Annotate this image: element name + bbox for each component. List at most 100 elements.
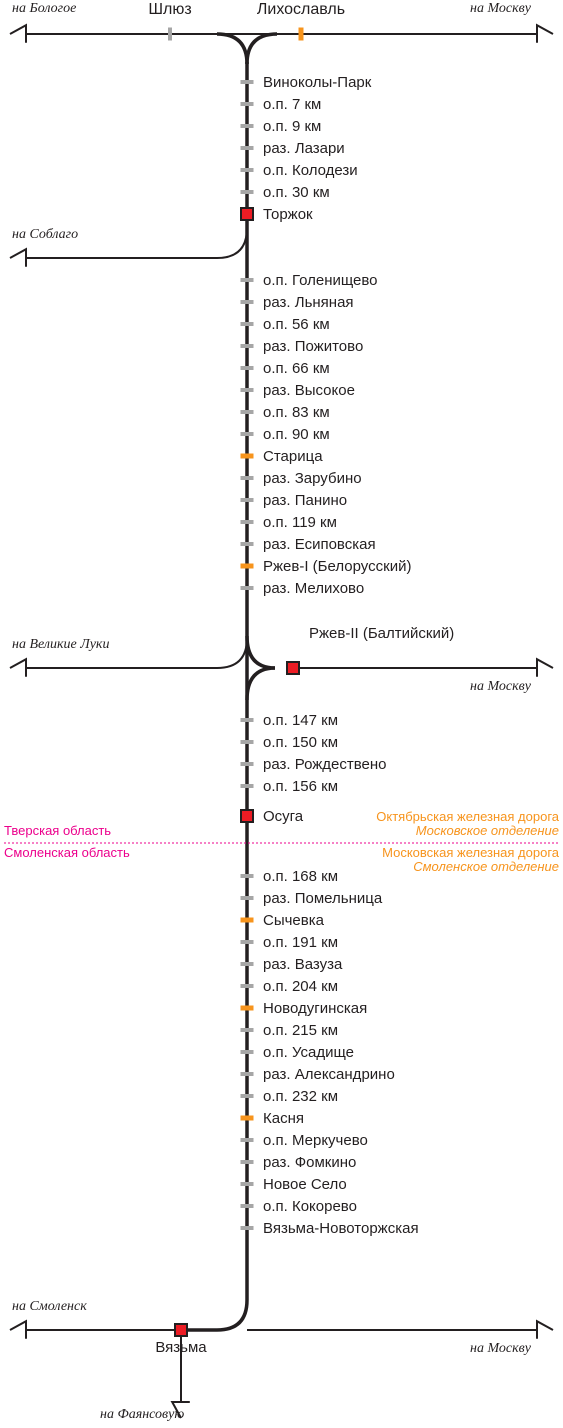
station-label: раз. Помельница [263, 890, 383, 907]
station-marker [241, 1072, 254, 1076]
station-marker [241, 1160, 254, 1164]
station-label: о.п. 232 км [263, 1088, 338, 1105]
station-label: раз. Зарубино [263, 470, 362, 487]
rzhev-curve-out [247, 668, 275, 700]
station-marker [241, 344, 254, 348]
station-label: Новодугинская [263, 1000, 367, 1017]
station-marker [241, 1226, 254, 1230]
station-label: о.п. 7 км [263, 96, 321, 113]
station-label: раз. Вазуза [263, 956, 343, 973]
station-label: Вязьма-Новоторжская [263, 1220, 419, 1237]
station-marker [241, 454, 254, 459]
station-marker [241, 874, 254, 878]
station-marker [241, 784, 254, 788]
station-marker [299, 28, 304, 41]
dest-label: на Великие Луки [12, 637, 109, 652]
top-curve-right [247, 34, 277, 64]
station-marker [241, 1050, 254, 1054]
station-label: о.п. Кокорево [263, 1198, 357, 1215]
arrow-head [10, 25, 26, 43]
station-marker [241, 718, 254, 722]
station-marker [241, 102, 254, 106]
station-marker [241, 80, 254, 84]
station-marker [241, 1028, 254, 1032]
station-label: о.п. 156 км [263, 778, 338, 795]
station-label: раз. Лазари [263, 140, 345, 157]
major-station-marker [287, 662, 299, 674]
station-marker [241, 498, 254, 502]
station-marker [241, 124, 254, 128]
arrow-head [537, 659, 553, 677]
arrow-head [10, 659, 26, 677]
station-label: Ржев-II (Балтийский) [309, 625, 454, 642]
station-label: Виноколы-Парк [263, 74, 372, 91]
station-label: Новое Село [263, 1176, 347, 1193]
station-marker [241, 278, 254, 282]
region-label: Смоленская область [4, 845, 130, 860]
station-marker [241, 190, 254, 194]
station-label: о.п. Меркучево [263, 1132, 368, 1149]
station-label: раз. Есиповская [263, 536, 376, 553]
station-label: о.п. 191 км [263, 934, 338, 951]
station-marker [241, 740, 254, 744]
dest-label: на Москву [470, 679, 532, 694]
railway-label: Октябрьская железная дорога [376, 809, 560, 824]
station-label: Вязьма [155, 1339, 207, 1356]
station-marker [241, 1116, 254, 1121]
station-label: раз. Льняная [263, 294, 354, 311]
region-label: Тверская область [4, 823, 111, 838]
dest-label: на Соблаго [12, 227, 78, 242]
station-marker [241, 410, 254, 414]
station-label: о.п. 147 км [263, 712, 338, 729]
station-marker [241, 940, 254, 944]
station-label: о.п. 66 км [263, 360, 330, 377]
station-marker [241, 564, 254, 569]
station-label: Осуга [263, 808, 304, 825]
major-station-marker [241, 208, 253, 220]
station-label: раз. Александрино [263, 1066, 395, 1083]
major-station-marker [175, 1324, 187, 1336]
station-marker [241, 168, 254, 172]
railway-diagram: Шлюз Лихославль на Бологое на Москву на Собл… [0, 0, 563, 1428]
dest-label: на Москву [470, 1, 532, 16]
railway-label: Московское отделение [416, 823, 559, 838]
top-curve-left [217, 34, 247, 64]
station-label: о.п. 119 км [263, 514, 337, 531]
dest-label: на Бологое [12, 1, 76, 16]
rzhev-curve-in [247, 636, 275, 668]
station-label: о.п. 168 км [263, 868, 338, 885]
station-label: раз. Пожитово [263, 338, 363, 355]
railway-label: Московская железная дорога [382, 845, 560, 860]
arrow-head [537, 25, 553, 43]
station-marker [241, 476, 254, 480]
station-marker [241, 1182, 254, 1186]
major-station-marker [241, 810, 253, 822]
station-label: Старица [263, 448, 323, 465]
station-marker [168, 28, 172, 41]
station-marker [241, 520, 254, 524]
dest-label: на Смоленск [12, 1299, 87, 1314]
station-label: раз. Мелихово [263, 580, 364, 597]
station-marker [241, 896, 254, 900]
station-label: о.п. 215 км [263, 1022, 338, 1039]
station-label: о.п. 150 км [263, 734, 338, 751]
station-marker [241, 542, 254, 546]
station-marker [241, 962, 254, 966]
station-marker [241, 762, 254, 766]
arrow-head [10, 249, 26, 267]
station-label: Лихославль [257, 1, 345, 18]
station-marker [241, 388, 254, 392]
station-label: Шлюз [148, 1, 191, 18]
dest-label: на Фаянсовую [100, 1407, 184, 1422]
station-label: о.п. 204 км [263, 978, 338, 995]
station-label: о.п. Колодези [263, 162, 358, 179]
station-label: о.п. 56 км [263, 316, 330, 333]
station-marker [241, 366, 254, 370]
railway-label: Смоленское отделение [413, 859, 559, 874]
station-label: Сычевка [263, 912, 325, 929]
station-label: о.п. 83 км [263, 404, 330, 421]
station-label: раз. Панино [263, 492, 347, 509]
station-marker [241, 918, 254, 923]
station-marker [241, 1138, 254, 1142]
station-marker [241, 586, 254, 590]
